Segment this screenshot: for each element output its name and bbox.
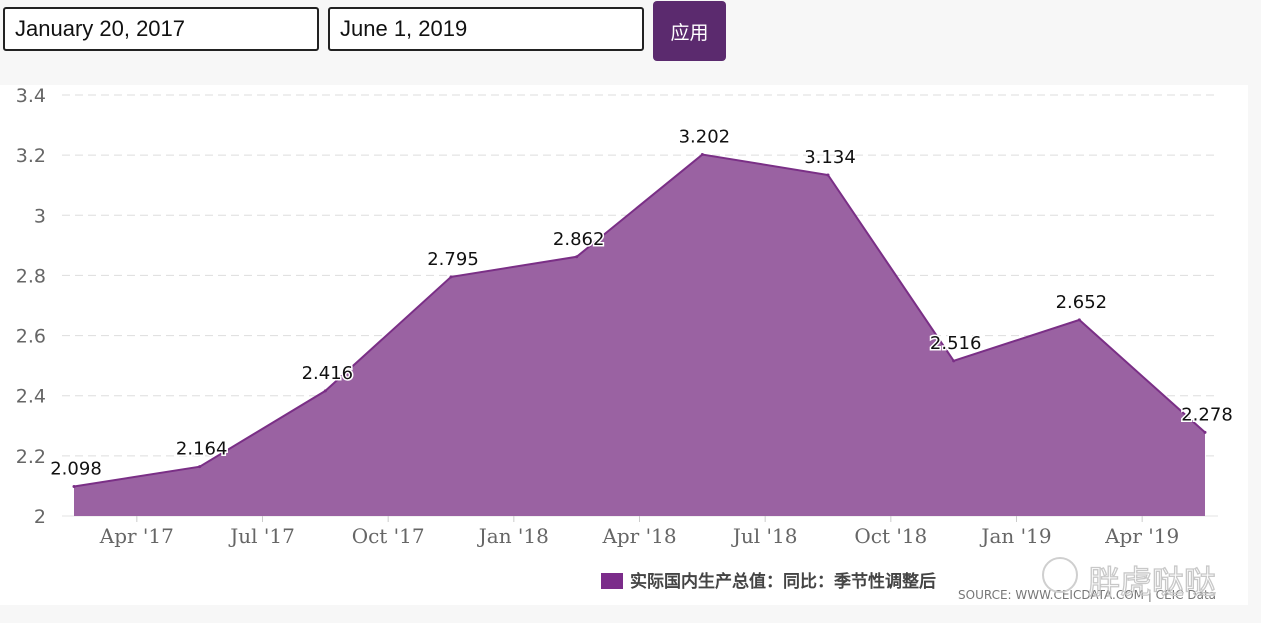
- y-tick-label: 2.2: [16, 446, 46, 468]
- x-tick-label: Apr '19: [1104, 524, 1179, 548]
- x-tick-label: Apr '17: [99, 524, 174, 548]
- data-label: 3.134: [804, 147, 856, 168]
- y-tick-label: 3.4: [16, 85, 46, 107]
- area-fill: [74, 154, 1205, 516]
- data-point: [700, 153, 704, 157]
- apply-button[interactable]: 应用: [653, 1, 726, 61]
- data-point: [952, 359, 956, 363]
- data-label: 2.416: [302, 363, 354, 384]
- source-note: SOURCE: WWW.CEICDATA.COM | CEIC Data: [958, 588, 1216, 602]
- legend[interactable]: 实际国内生产总值：同比：季节性调整后: [601, 571, 936, 592]
- watermark-emblem-icon: [1042, 557, 1078, 593]
- data-point: [198, 465, 202, 469]
- end-date-input[interactable]: [328, 7, 644, 51]
- data-point: [323, 389, 327, 393]
- legend-swatch: [601, 573, 623, 589]
- y-tick-label: 2.4: [16, 386, 46, 408]
- series-line: [73, 153, 1206, 488]
- data-label: 3.202: [679, 127, 731, 148]
- watermark-text: 胖虎哒哒: [1088, 563, 1216, 601]
- gdp-area-chart: 2.098 2.164 2.416 2.795 2.862 3.202 3.134 2.516…: [16, 85, 1235, 602]
- data-point: [1203, 430, 1207, 434]
- y-tick-label: 3.2: [16, 145, 46, 167]
- data-point: [1077, 318, 1081, 322]
- x-tick-label: Oct '18: [854, 524, 927, 548]
- data-label: 2.278: [1181, 404, 1233, 425]
- data-label: 2.652: [1056, 292, 1108, 313]
- data-point: [449, 275, 453, 279]
- x-tick-label: Jan '19: [979, 524, 1051, 548]
- data-label: 2.516: [930, 333, 982, 354]
- data-point: [575, 255, 579, 259]
- x-tick-label: Jul '18: [731, 524, 798, 548]
- y-tick-label: 2.6: [16, 326, 46, 348]
- x-tick-label: Jul '17: [228, 524, 295, 548]
- x-tick-label: Jan '18: [477, 524, 549, 548]
- y-axis-ticks: 2 2.2 2.4 2.6 2.8 3 3.2 3.4: [16, 85, 46, 528]
- data-point: [72, 485, 76, 489]
- data-point: [826, 173, 830, 177]
- data-label: 2.862: [553, 229, 605, 250]
- y-tick-label: 2.8: [16, 265, 46, 287]
- x-tick-label: Apr '18: [601, 524, 676, 548]
- data-label: 2.164: [176, 439, 228, 460]
- start-date-input[interactable]: [3, 7, 319, 51]
- area-series: [72, 153, 1207, 516]
- y-tick-label: 2: [34, 506, 46, 528]
- y-tick-label: 3: [34, 205, 46, 227]
- date-range-toolbar: 应用: [0, 0, 1261, 70]
- data-label: 2.795: [427, 249, 479, 270]
- chart-panel: 2.098 2.164 2.416 2.795 2.862 3.202 3.134 2.516…: [0, 85, 1248, 605]
- data-label: 2.098: [50, 459, 102, 480]
- legend-label: 实际国内生产总值：同比：季节性调整后: [630, 571, 936, 592]
- watermark-logo: 胖虎哒哒: [1040, 555, 1240, 620]
- x-axis-ticks: Apr '17 Jul '17 Oct '17 Jan '18 Apr '18 Jul '…: [99, 516, 1179, 548]
- data-labels: 2.098 2.164 2.416 2.795 2.862 3.202 3.134 2.516…: [49, 125, 1235, 481]
- x-tick-label: Oct '17: [352, 524, 425, 548]
